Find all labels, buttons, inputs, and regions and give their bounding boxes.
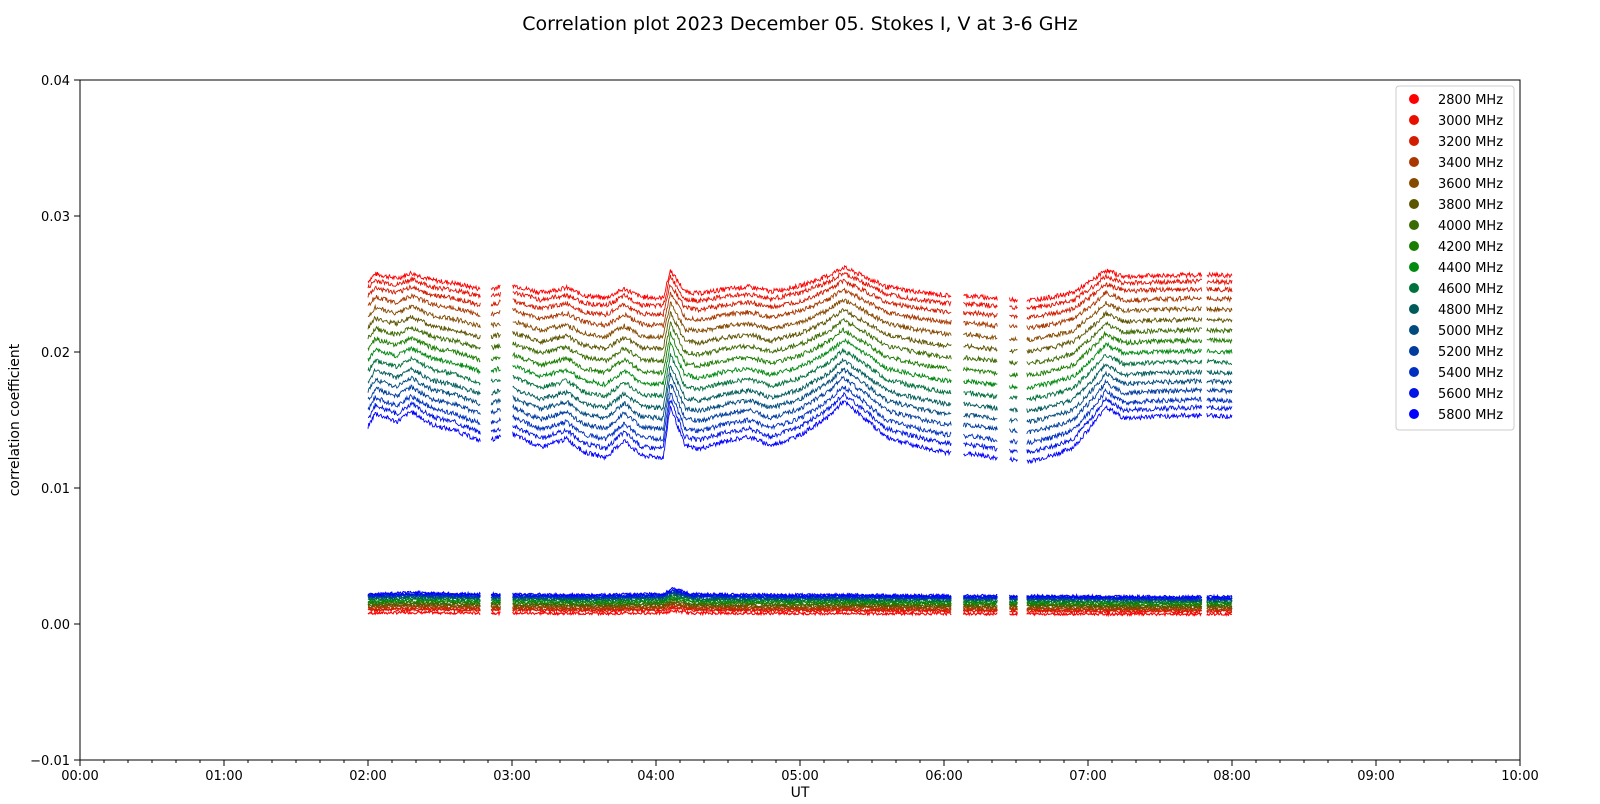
stokes-i-trace	[367, 298, 1233, 343]
stokes-i-trace	[367, 264, 1233, 304]
legend-label: 5800 MHz	[1438, 408, 1503, 423]
x-tick-label: 02:00	[349, 769, 386, 784]
series-5200-mhz	[367, 376, 1233, 603]
legend-label: 4400 MHz	[1438, 261, 1503, 276]
stokes-v-trace	[367, 604, 1233, 614]
chart-title: Correlation plot 2023 December 05. Stoke…	[522, 13, 1077, 35]
y-tick-label: 0.02	[41, 346, 70, 361]
legend-marker	[1409, 388, 1419, 398]
x-tick-label: 00:00	[61, 769, 98, 784]
stokes-i-trace	[367, 317, 1233, 366]
stokes-i-trace	[367, 337, 1233, 391]
legend-label: 5200 MHz	[1438, 345, 1503, 360]
x-tick-label: 07:00	[1069, 769, 1106, 784]
series-4800-mhz	[367, 358, 1233, 604]
x-axis-label: UT	[791, 785, 810, 800]
legend-marker	[1409, 178, 1419, 188]
stokes-i-trace	[367, 287, 1233, 331]
y-tick-label: 0.04	[41, 74, 70, 89]
stokes-i-trace	[367, 278, 1233, 320]
x-tick-label: 10:00	[1501, 769, 1538, 784]
series-2800-mhz	[367, 264, 1233, 618]
stokes-v-trace	[367, 601, 1233, 611]
series-layer	[367, 264, 1233, 618]
series-5600-mhz	[367, 391, 1233, 602]
legend-label: 3000 MHz	[1438, 114, 1503, 129]
legend-label: 5600 MHz	[1438, 387, 1503, 402]
legend-label: 4000 MHz	[1438, 219, 1503, 234]
x-tick-label: 03:00	[493, 769, 530, 784]
legend-label: 4600 MHz	[1438, 282, 1503, 297]
stokes-i-trace	[367, 385, 1233, 446]
y-axis-label: correlation coefficient	[7, 343, 23, 496]
legend-marker	[1409, 94, 1419, 104]
legend-marker	[1409, 367, 1419, 377]
legend-label: 2800 MHz	[1438, 93, 1503, 108]
series-3200-mhz	[367, 278, 1233, 614]
legend-marker	[1409, 241, 1419, 251]
legend-label: 5400 MHz	[1438, 366, 1503, 381]
stokes-i-trace	[367, 367, 1233, 424]
y-tick-label: 0.03	[41, 210, 70, 225]
legend-marker	[1409, 346, 1419, 356]
x-tick-label: 01:00	[205, 769, 242, 784]
legend-marker	[1409, 409, 1419, 419]
stokes-i-trace	[367, 347, 1233, 402]
stokes-i-trace	[367, 308, 1233, 355]
legend-label: 3400 MHz	[1438, 156, 1503, 171]
stokes-i-trace	[367, 376, 1233, 435]
series-3800-mhz	[367, 308, 1233, 610]
legend-marker	[1409, 157, 1419, 167]
x-tick-label: 05:00	[781, 769, 818, 784]
stokes-i-trace	[367, 327, 1233, 378]
legend-marker	[1409, 220, 1419, 230]
legend-label: 3800 MHz	[1438, 198, 1503, 213]
legend-marker	[1409, 136, 1419, 146]
y-tick-label: 0.01	[41, 482, 70, 497]
legend-label: 3600 MHz	[1438, 177, 1503, 192]
plot-frame	[79, 79, 1521, 761]
series-4000-mhz	[367, 317, 1233, 609]
legend-label: 3200 MHz	[1438, 135, 1503, 150]
legend-marker	[1409, 262, 1419, 272]
legend: 2800 MHz 3000 MHz 3200 MHz 3400 MHz 3600 MHz…	[1395, 85, 1515, 431]
y-tick-label: −0.01	[30, 754, 70, 769]
x-tick-label: 09:00	[1357, 769, 1394, 784]
series-5800-mhz	[367, 400, 1233, 601]
legend-marker	[1409, 115, 1419, 125]
x-tick-label: 06:00	[925, 769, 962, 784]
legend-label: 5000 MHz	[1438, 324, 1503, 339]
x-tick-label: 08:00	[1213, 769, 1250, 784]
stokes-i-trace	[367, 400, 1233, 465]
legend-marker	[1409, 199, 1419, 209]
stokes-v-trace	[367, 587, 1233, 601]
legend-label: 4800 MHz	[1438, 303, 1503, 318]
stokes-v-trace	[367, 608, 1233, 618]
series-3600-mhz	[367, 298, 1233, 611]
legend-label: 4200 MHz	[1438, 240, 1503, 255]
axis-layer: 00:00 01:00 02:00 03:00 04:00 05:00 06:00 07:00…	[30, 74, 1539, 784]
legend-marker	[1409, 304, 1419, 314]
legend-marker	[1409, 325, 1419, 335]
stokes-i-trace	[367, 391, 1233, 455]
stokes-i-trace	[367, 358, 1233, 414]
stokes-i-trace	[367, 272, 1233, 311]
y-tick-label: 0.00	[41, 618, 70, 633]
legend-marker	[1409, 283, 1419, 293]
series-5400-mhz	[367, 385, 1233, 601]
x-tick-label: 04:00	[637, 769, 674, 784]
legend-box	[1395, 85, 1515, 431]
